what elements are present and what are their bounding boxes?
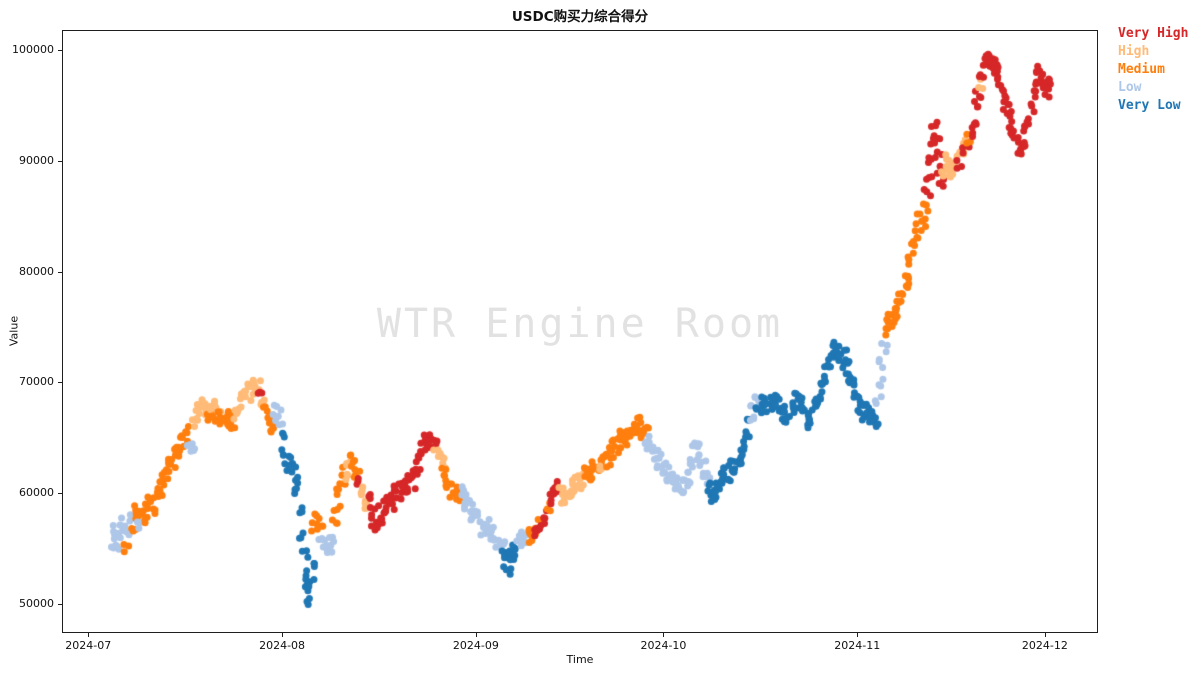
y-tick-label: 50000 [19,597,54,611]
y-tick-label: 60000 [19,486,54,500]
x-tick-mark [663,633,665,637]
y-tick-mark [58,271,62,273]
legend-item-very-high: Very High [1118,26,1189,41]
y-tick-mark [58,604,62,606]
y-tick-mark [58,49,62,51]
x-tick-mark [282,633,284,637]
x-tick-label: 2024-08 [259,639,306,652]
x-tick-mark [857,633,859,637]
legend-item-very-low: Very Low [1118,98,1181,113]
y-tick-mark [58,160,62,162]
legend-item-low: Low [1118,80,1142,95]
y-tick-label: 100000 [12,42,54,56]
x-tick-label: 2024-07 [65,639,112,652]
chart-title: USDC购买力综合得分 [511,9,649,25]
x-tick-label: 2024-10 [640,639,687,652]
y-tick-label: 80000 [19,264,54,278]
scatter-points [63,31,1097,632]
legend: Very High High Medium Low Very Low [1118,25,1188,115]
legend-item-medium: Medium [1118,62,1165,77]
legend-item-high: High [1118,44,1150,59]
y-tick-label: 90000 [19,153,54,167]
x-tick-mark [1044,633,1046,637]
x-tick-label: 2024-09 [452,639,499,652]
x-tick-label: 2024-11 [834,639,881,652]
x-tick-mark [475,633,477,637]
x-axis-label: Time [566,653,594,666]
y-tick-label: 70000 [19,375,54,389]
y-tick-mark [58,382,62,384]
y-tick-mark [58,493,62,495]
x-tick-label: 2024-12 [1021,639,1068,652]
plot-area: WTR Engine Room [62,30,1098,633]
y-axis-label: Value [7,315,21,347]
x-tick-mark [88,633,90,637]
